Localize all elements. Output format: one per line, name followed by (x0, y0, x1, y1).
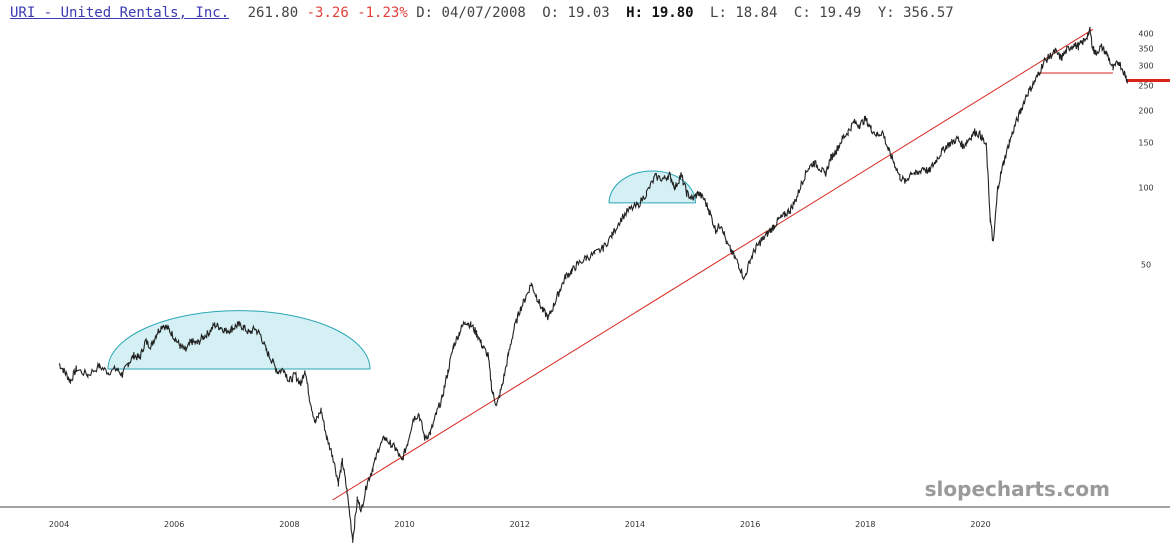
x-tick-label: 2014 (625, 520, 645, 529)
date-value: 04/07/2008 (441, 5, 526, 21)
y-tick-label: 50 (1141, 260, 1151, 269)
high-label: H: (626, 5, 643, 21)
x-tick-label: 2020 (970, 520, 990, 529)
y-tick-label: 400 (1138, 29, 1153, 38)
y-axis-ticks: 50 100 150 200 250 300 350 400 (1138, 29, 1153, 269)
series-line-1 (58, 26, 1128, 543)
close-value: 19.49 (819, 5, 862, 21)
price-series (58, 26, 1128, 543)
y-tick-label: 350 (1138, 44, 1153, 53)
x-tick-label: 2018 (855, 520, 875, 529)
x-tick-label: 2006 (164, 520, 184, 529)
date-label: D: (416, 5, 434, 21)
trendline-annotations (332, 28, 1170, 501)
ticker-title[interactable]: URI - United Rentals, Inc. (10, 5, 230, 21)
dome-annotation-1 (107, 310, 371, 370)
chart-header: URI - United Rentals, Inc. 261.80 -3.26 … (10, 3, 954, 23)
price-change-percent: -1.23% (357, 5, 408, 21)
x-tick-label: 2016 (740, 520, 760, 529)
open-label: O: (542, 5, 560, 21)
y-tick-label: 250 (1138, 82, 1153, 91)
high-value: 19.80 (651, 5, 694, 21)
year-high-value: 356.57 (903, 5, 954, 21)
last-price: 261.80 (247, 5, 299, 21)
trendline (332, 28, 1094, 501)
y-tick-label: 300 (1138, 61, 1153, 70)
open-value: 19.03 (567, 5, 610, 21)
low-value: 18.84 (735, 5, 778, 21)
x-tick-label: 2008 (279, 520, 299, 529)
x-axis-ticks: 2004 2006 2008 2010 2012 2014 2016 2018 2020 (49, 520, 991, 529)
price-change: -3.26 (306, 5, 349, 21)
close-label: C: (793, 5, 811, 21)
x-tick-label: 2010 (394, 520, 414, 529)
dome-annotation-2 (608, 170, 696, 204)
y-tick-label: 150 (1138, 138, 1153, 147)
dome-annotations (107, 170, 696, 370)
year-high-label: Y: (877, 5, 895, 21)
x-tick-label: 2012 (510, 520, 530, 529)
x-tick-label: 2004 (49, 520, 69, 529)
low-label: L: (710, 5, 727, 21)
y-tick-label: 200 (1138, 106, 1153, 115)
watermark: slopecharts.com (925, 477, 1110, 501)
y-tick-label: 100 (1138, 183, 1153, 192)
